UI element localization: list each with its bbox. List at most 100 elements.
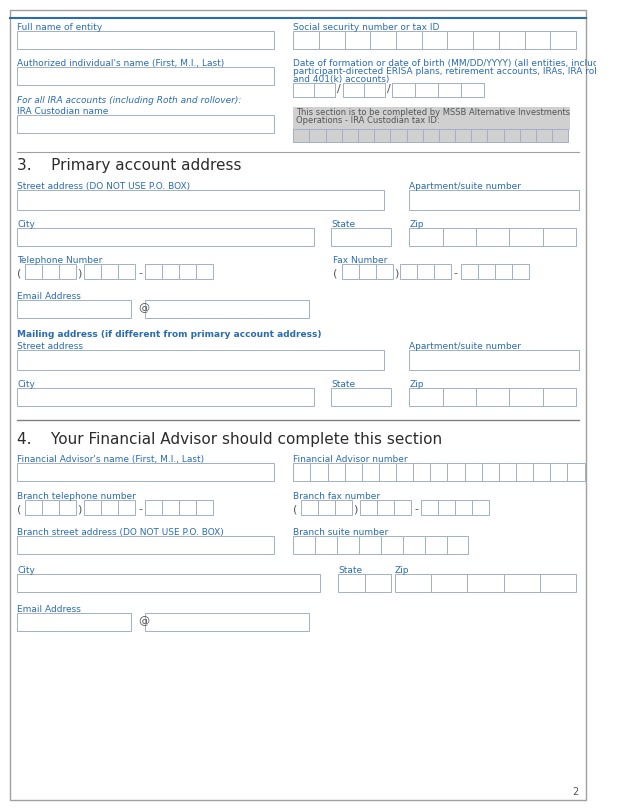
Bar	[374, 129, 391, 142]
Text: 4.    Your Financial Advisor should complete this section: 4. Your Financial Advisor should complet…	[17, 432, 442, 447]
Bar	[17, 228, 314, 246]
Text: Zip: Zip	[409, 380, 424, 389]
Bar	[84, 500, 101, 515]
Bar	[504, 129, 520, 142]
Text: Apartment/suite number: Apartment/suite number	[409, 182, 521, 191]
Bar	[196, 500, 213, 515]
Text: -: -	[138, 268, 142, 278]
Bar	[422, 31, 448, 49]
Bar	[434, 264, 451, 279]
Text: 3.    Primary account address: 3. Primary account address	[17, 158, 242, 173]
Bar	[17, 67, 274, 85]
Bar	[381, 536, 403, 554]
Bar	[342, 264, 359, 279]
Text: Email Address: Email Address	[17, 292, 81, 301]
Bar	[424, 536, 446, 554]
Text: Branch fax number: Branch fax number	[293, 492, 381, 501]
Bar	[536, 129, 552, 142]
Text: Branch street address (DO NOT USE P.O. BOX): Branch street address (DO NOT USE P.O. B…	[17, 528, 224, 537]
Bar	[417, 264, 434, 279]
Bar	[406, 129, 423, 142]
Text: Zip: Zip	[409, 220, 424, 229]
Bar	[162, 500, 179, 515]
Bar	[567, 463, 585, 481]
Text: Operations - IRA Custodian tax ID:: Operations - IRA Custodian tax ID:	[296, 116, 439, 125]
Text: ): )	[353, 504, 357, 514]
Bar	[396, 463, 413, 481]
Bar	[476, 228, 510, 246]
Bar	[443, 228, 476, 246]
Bar	[396, 31, 422, 49]
Text: @: @	[138, 616, 149, 626]
Text: /: /	[337, 84, 341, 94]
Bar	[327, 463, 345, 481]
Bar	[540, 574, 576, 592]
Bar	[345, 463, 362, 481]
Bar	[331, 388, 391, 406]
Bar	[476, 388, 510, 406]
Text: Authorized individual's name (First, M.I., Last): Authorized individual's name (First, M.I…	[17, 59, 224, 68]
Bar	[179, 264, 196, 279]
Bar	[461, 83, 484, 97]
Text: City: City	[17, 220, 35, 229]
Text: Apartment/suite number: Apartment/suite number	[409, 342, 521, 351]
Text: Zip: Zip	[395, 566, 409, 575]
Bar	[394, 500, 411, 515]
Bar	[101, 264, 118, 279]
Text: ): )	[77, 504, 81, 514]
Bar	[360, 500, 377, 515]
Bar	[118, 264, 135, 279]
Text: Financial Advisor's name (First, M.I., Last): Financial Advisor's name (First, M.I., L…	[17, 455, 204, 464]
Text: and 401(k) accounts): and 401(k) accounts)	[293, 75, 389, 84]
Bar	[516, 463, 533, 481]
Bar	[359, 536, 381, 554]
Bar	[446, 536, 468, 554]
Bar	[145, 613, 309, 631]
Bar	[409, 350, 579, 370]
Bar	[338, 574, 365, 592]
Bar	[423, 129, 439, 142]
Text: For all IRA accounts (including Roth and rollover):: For all IRA accounts (including Roth and…	[17, 96, 242, 105]
Bar	[482, 463, 499, 481]
Bar	[495, 264, 512, 279]
Bar	[525, 31, 550, 49]
Bar	[42, 264, 59, 279]
Bar	[364, 83, 384, 97]
Text: -: -	[138, 504, 142, 514]
Bar	[430, 463, 448, 481]
Bar	[59, 500, 76, 515]
Bar	[438, 500, 455, 515]
Bar	[101, 500, 118, 515]
Bar	[504, 574, 540, 592]
Bar	[358, 129, 374, 142]
Bar	[362, 463, 379, 481]
Bar	[335, 500, 352, 515]
Bar	[550, 31, 576, 49]
Bar	[409, 228, 443, 246]
Bar	[499, 31, 525, 49]
Bar	[393, 83, 415, 97]
Bar	[293, 129, 309, 142]
Text: participant-directed ERISA plans, retirement accounts, IRAs, IRA rollovers: participant-directed ERISA plans, retire…	[293, 67, 625, 76]
Bar	[318, 500, 335, 515]
Bar	[315, 536, 337, 554]
Text: (: (	[17, 504, 21, 514]
Text: ): )	[77, 268, 81, 278]
Bar	[439, 129, 455, 142]
Bar	[331, 228, 391, 246]
Bar	[421, 500, 438, 515]
Bar	[510, 388, 543, 406]
Bar	[359, 264, 376, 279]
Text: Email Address: Email Address	[17, 605, 81, 614]
Bar	[533, 463, 550, 481]
Bar	[478, 264, 495, 279]
Bar	[145, 500, 162, 515]
Bar	[118, 500, 135, 515]
Text: State: State	[338, 566, 362, 575]
Text: Mailing address (if different from primary account address): Mailing address (if different from prima…	[17, 330, 322, 339]
Bar	[455, 500, 472, 515]
Bar	[468, 574, 504, 592]
Bar	[409, 388, 443, 406]
Bar	[415, 83, 438, 97]
Bar	[550, 463, 567, 481]
